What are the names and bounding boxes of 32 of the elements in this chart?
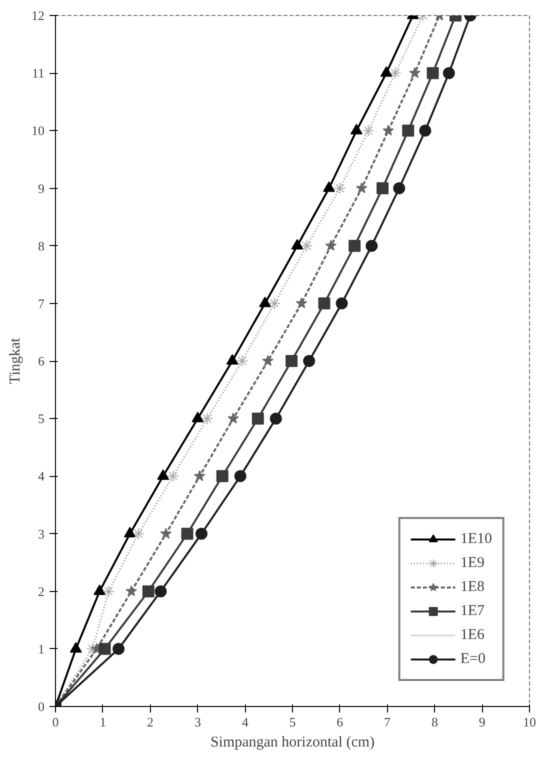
- x-tick-label: 8: [431, 714, 438, 730]
- y-tick-label: 11: [32, 66, 45, 81]
- x-tick-label: 4: [242, 714, 249, 730]
- y-tick-label: 5: [38, 411, 44, 426]
- y-tick-label: 1: [38, 641, 44, 656]
- x-tick-label: 1: [100, 714, 106, 730]
- legend-label: 1E9: [460, 554, 484, 572]
- y-tick-label: 0: [38, 699, 44, 714]
- x-tick-label: 2: [147, 714, 154, 730]
- y-tick-label: 12: [32, 8, 44, 23]
- x-tick-label: 10: [523, 714, 536, 730]
- y-tick-label: 4: [38, 468, 45, 484]
- legend-label: 1E7: [460, 602, 484, 620]
- y-axis-title: Tingkat: [8, 337, 24, 384]
- legend-label: 1E10: [460, 530, 492, 548]
- y-tick-label: 10: [32, 123, 44, 138]
- legend-label: 1E8: [460, 578, 484, 596]
- y-tick-label: 6: [38, 354, 45, 368]
- legend-label: 1E6: [460, 626, 484, 644]
- x-tick-label: 7: [384, 714, 392, 730]
- x-tick-label: 3: [194, 714, 201, 730]
- x-tick-label: 9: [478, 714, 486, 730]
- y-tick-label: 7: [38, 296, 45, 311]
- legend-label: E=0: [460, 650, 486, 668]
- x-tick-label: 0: [52, 714, 59, 730]
- y-tick-label: 2: [38, 584, 44, 599]
- x-axis-title: Simpangan horizontal (cm): [210, 734, 375, 750]
- x-tick-label: 6: [336, 714, 344, 730]
- y-tick-label: 8: [38, 238, 44, 254]
- x-tick-label: 5: [289, 714, 296, 730]
- y-tick-label: 9: [38, 180, 44, 196]
- y-tick-label: 3: [38, 526, 44, 542]
